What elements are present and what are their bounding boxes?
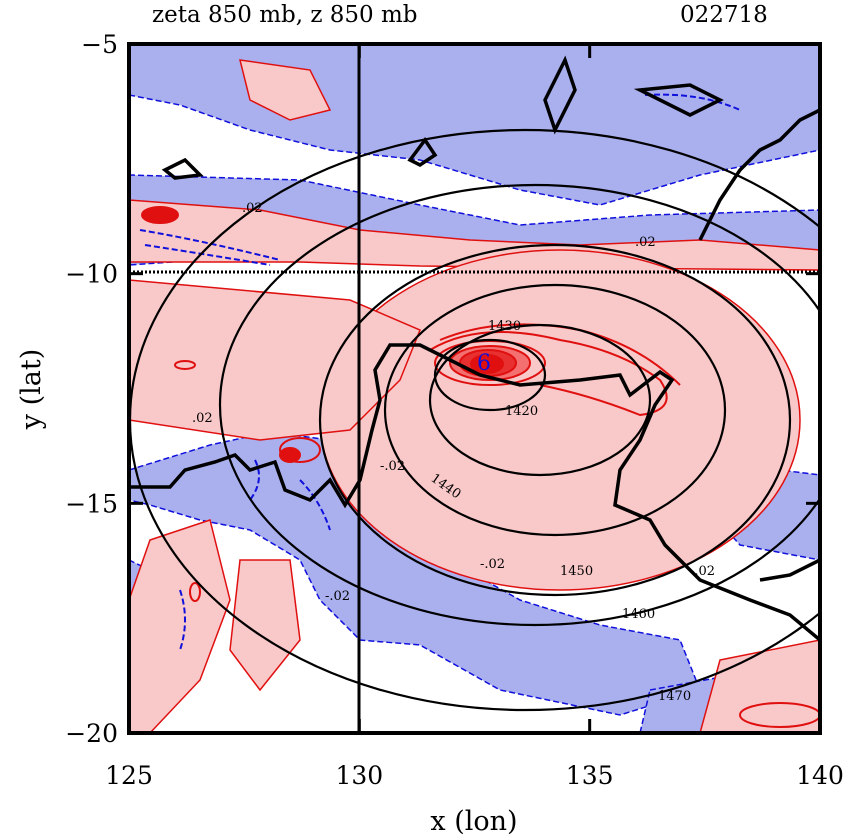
y-tick-label: −5: [81, 30, 118, 59]
vorticity-core: [429, 323, 681, 417]
x-axis-label: x (lon): [430, 806, 517, 837]
label-pos-b: .02: [192, 411, 213, 426]
negative-vorticity-contours: [139, 93, 741, 651]
vorticity-cells: [141, 206, 820, 728]
chart-title: zeta 850 mb, z 850 mb: [152, 2, 418, 28]
plot-frame: [127, 42, 822, 735]
coastline: [129, 55, 820, 642]
y-tick-label: −15: [65, 489, 118, 518]
label-pos-c: .02: [635, 235, 656, 250]
positive-vorticity-fill: [129, 59, 820, 733]
x-tick-label: 140: [796, 761, 844, 790]
label-neg-a: -.02: [480, 557, 505, 572]
label-neg-b: -.02: [690, 564, 715, 579]
x-axis: 125 130 135 140: [105, 44, 844, 790]
y-tick-label: −20: [65, 719, 118, 748]
label-pos-a: .02: [242, 201, 263, 216]
x-tick-label: 135: [566, 761, 614, 790]
y-axis-label: y (lat): [16, 349, 47, 431]
height-contour-1420: [433, 338, 547, 412]
height-contour-1430: [428, 323, 652, 477]
height-contour-1460: [218, 183, 820, 627]
label-1470: 1470: [658, 689, 691, 704]
label-center: 6: [477, 351, 491, 376]
x-tick-label: 130: [335, 761, 383, 790]
y-tick-label: −10: [65, 260, 118, 289]
height-contour-1440: [383, 283, 727, 537]
chart-timestamp: 022718: [680, 2, 768, 28]
label-1430: 1430: [488, 319, 521, 334]
label-neg-d: -.02: [325, 589, 350, 604]
label-1460: 1460: [622, 607, 655, 622]
label-1420: 1420: [505, 404, 538, 419]
label-neg-c: -.02: [380, 459, 405, 474]
x-tick-label: 125: [105, 761, 153, 790]
y-axis: −5 −10 −15 −20: [65, 30, 820, 748]
label-1450: 1450: [560, 564, 593, 579]
height-contour-1450: [318, 243, 792, 597]
